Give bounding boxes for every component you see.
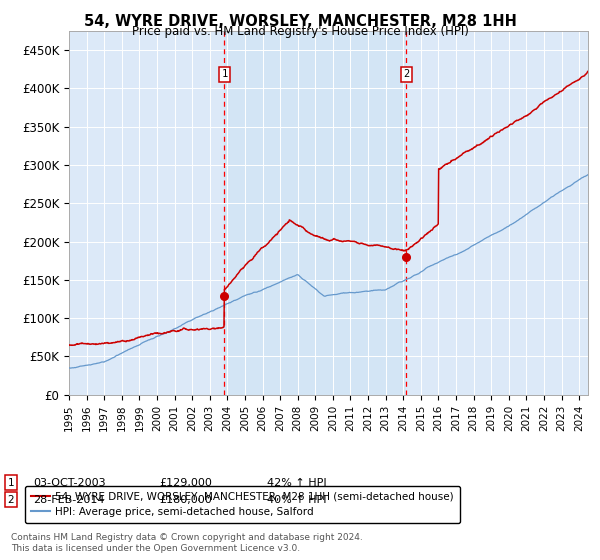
Text: £129,000: £129,000 <box>159 478 212 488</box>
Text: 54, WYRE DRIVE, WORSLEY, MANCHESTER, M28 1HH: 54, WYRE DRIVE, WORSLEY, MANCHESTER, M28… <box>83 14 517 29</box>
Text: 40% ↑ HPI: 40% ↑ HPI <box>267 494 326 505</box>
Bar <box>224 31 406 395</box>
Text: Price paid vs. HM Land Registry's House Price Index (HPI): Price paid vs. HM Land Registry's House … <box>131 25 469 38</box>
Text: £180,000: £180,000 <box>159 494 212 505</box>
Text: 2: 2 <box>7 494 14 505</box>
Text: 42% ↑ HPI: 42% ↑ HPI <box>267 478 326 488</box>
Text: 28-FEB-2014: 28-FEB-2014 <box>33 494 104 505</box>
Text: 1: 1 <box>221 69 227 80</box>
Text: Contains HM Land Registry data © Crown copyright and database right 2024.
This d: Contains HM Land Registry data © Crown c… <box>11 533 362 553</box>
Text: 2: 2 <box>403 69 409 80</box>
Text: 03-OCT-2003: 03-OCT-2003 <box>33 478 106 488</box>
Text: 1: 1 <box>7 478 14 488</box>
Legend: 54, WYRE DRIVE, WORSLEY, MANCHESTER, M28 1HH (semi-detached house), HPI: Average: 54, WYRE DRIVE, WORSLEY, MANCHESTER, M28… <box>25 486 460 523</box>
